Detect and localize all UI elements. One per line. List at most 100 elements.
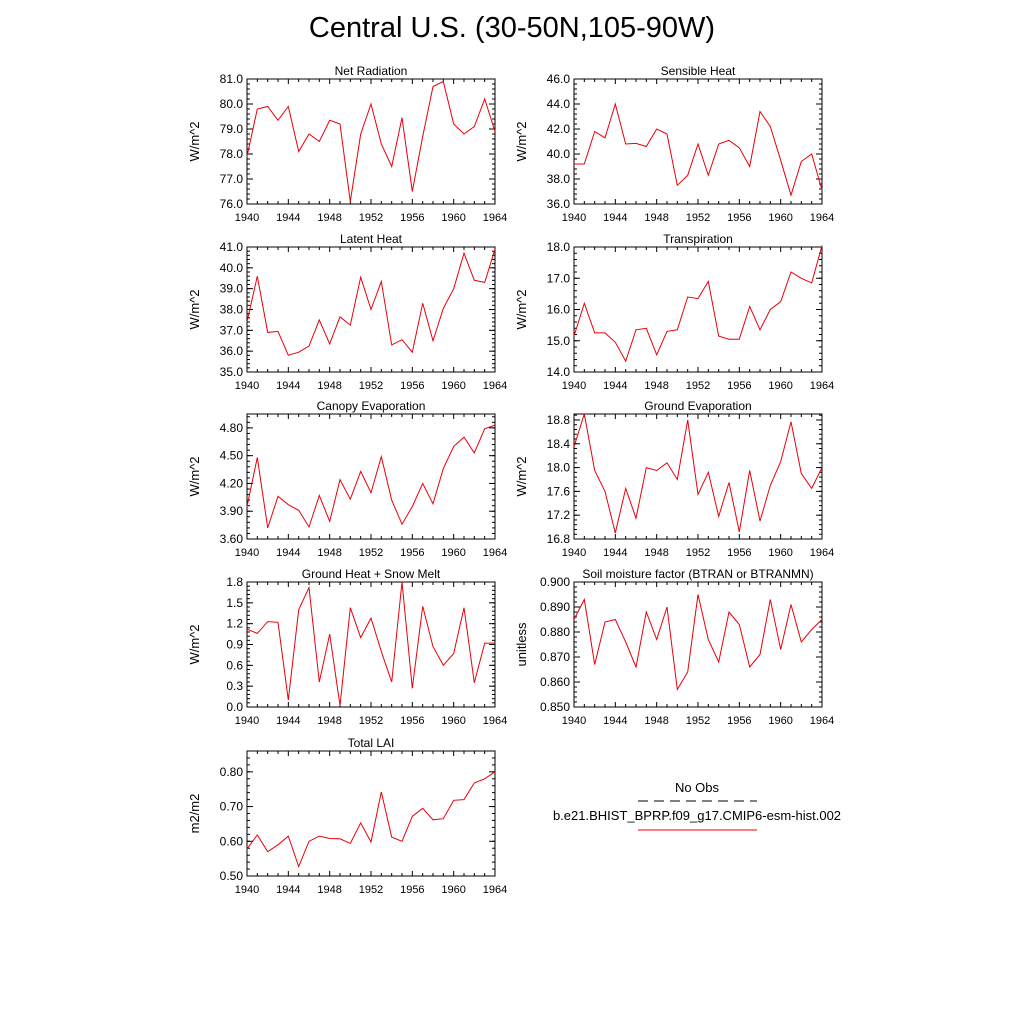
x-tick-label: 1944 <box>603 212 627 224</box>
x-tick-label: 1952 <box>686 380 710 392</box>
panel-title: Transpiration <box>663 232 733 246</box>
series-line <box>246 581 495 706</box>
x-tick-label: 1952 <box>359 380 383 392</box>
x-tick-label: 1952 <box>359 547 383 559</box>
y-tick-label: 0.880 <box>540 625 570 639</box>
y-tick-label: 1.5 <box>226 596 243 610</box>
x-tick-label: 1940 <box>235 884 259 896</box>
x-tick-label: 1960 <box>441 380 465 392</box>
page-title: Central U.S. (30-50N,105-90W) <box>308 12 716 44</box>
chart-panel-1: Net Radiation W/m^2 1940 1944 1948 1952 1956 19… <box>187 64 507 224</box>
x-tick-label: 1964 <box>483 212 507 224</box>
x-tick-label: 1940 <box>562 212 586 224</box>
plot-frame <box>573 413 823 540</box>
legend-obs-label: No Obs <box>675 780 720 795</box>
panel-title: Canopy Evaporation <box>317 399 426 413</box>
y-axis-label: W/m^2 <box>514 121 529 161</box>
y-tick-label: 76.0 <box>220 197 244 211</box>
x-tick-label: 1956 <box>727 547 751 559</box>
plot-frame <box>246 581 496 708</box>
y-tick-label: 0.50 <box>220 869 244 883</box>
plot-frame <box>246 750 496 877</box>
y-tick-label: 40.0 <box>547 147 571 161</box>
chart-panel-9: Total LAI m2/m2 1940 1944 1948 1952 1956 1960 19… <box>187 736 507 896</box>
x-tick-label: 1956 <box>400 212 424 224</box>
x-tick-label: 1940 <box>235 547 259 559</box>
y-tick-label: 77.0 <box>220 172 244 186</box>
y-tick-label: 0.6 <box>226 658 243 672</box>
x-tick-label: 1948 <box>317 715 341 727</box>
panel-title: Net Radiation <box>335 64 408 78</box>
y-tick-label: 3.90 <box>220 504 244 518</box>
panel-title: Ground Heat + Snow Melt <box>302 567 441 581</box>
y-tick-label: 4.20 <box>220 476 244 490</box>
y-axis-label: W/m^2 <box>187 456 202 496</box>
series-line <box>246 80 496 202</box>
y-tick-label: 39.0 <box>220 282 244 296</box>
x-tick-label: 1940 <box>562 547 586 559</box>
x-tick-label: 1956 <box>727 212 751 224</box>
x-tick-label: 1960 <box>441 212 465 224</box>
series-line <box>246 771 496 869</box>
y-tick-label: 4.80 <box>220 421 244 435</box>
y-tick-label: 0.850 <box>540 700 570 714</box>
chart-panel-4: Transpiration W/m^2 1940 1944 1948 1952 1956 19… <box>514 232 834 392</box>
y-tick-label: 0.60 <box>220 834 244 848</box>
y-axis-label: W/m^2 <box>187 289 202 329</box>
y-tick-label: 17.0 <box>547 271 571 285</box>
x-tick-label: 1960 <box>768 715 792 727</box>
y-tick-label: 36.0 <box>547 197 571 211</box>
x-tick-label: 1952 <box>359 212 383 224</box>
x-tick-label: 1956 <box>727 715 751 727</box>
y-tick-label: 17.6 <box>547 484 571 498</box>
y-tick-label: 42.0 <box>547 122 571 136</box>
x-tick-label: 1948 <box>644 212 668 224</box>
x-tick-label: 1952 <box>359 884 383 896</box>
x-tick-label: 1940 <box>562 380 586 392</box>
y-tick-label: 14.0 <box>547 365 571 379</box>
x-tick-label: 1964 <box>810 547 834 559</box>
x-tick-label: 1948 <box>317 380 341 392</box>
y-tick-label: 4.50 <box>220 449 244 463</box>
x-tick-label: 1956 <box>727 380 751 392</box>
y-tick-label: 81.0 <box>220 72 244 86</box>
y-tick-label: 1.2 <box>226 617 243 631</box>
series-line <box>573 245 823 363</box>
x-tick-label: 1944 <box>276 884 300 896</box>
y-tick-label: 16.0 <box>547 303 571 317</box>
y-axis-label: W/m^2 <box>187 121 202 161</box>
x-tick-label: 1960 <box>768 547 792 559</box>
x-tick-label: 1952 <box>359 715 383 727</box>
y-tick-label: 18.4 <box>547 437 571 451</box>
panel-title: Total LAI <box>348 736 395 750</box>
y-tick-label: 18.0 <box>547 461 571 475</box>
x-tick-label: 1964 <box>483 715 507 727</box>
x-tick-label: 1944 <box>603 715 627 727</box>
x-tick-label: 1964 <box>483 547 507 559</box>
plot-frame <box>573 246 823 373</box>
chart-panel-8: Soil moisture factor (BTRAN or BTRANMN) u… <box>514 567 834 727</box>
x-tick-label: 1964 <box>810 715 834 727</box>
x-tick-label: 1944 <box>276 547 300 559</box>
plot-frame <box>573 581 823 708</box>
x-tick-label: 1960 <box>768 212 792 224</box>
x-tick-label: 1960 <box>441 884 465 896</box>
y-axis-label: W/m^2 <box>187 624 202 664</box>
legend: No Obs b.e21.BHIST_BPRP.f09_g17.CMIP6-esm… <box>553 780 841 831</box>
x-tick-label: 1944 <box>603 380 627 392</box>
x-tick-label: 1948 <box>644 547 668 559</box>
series-line <box>574 102 823 197</box>
x-tick-label: 1964 <box>810 380 834 392</box>
x-tick-label: 1944 <box>603 547 627 559</box>
chart-panel-3: Latent Heat W/m^2 1940 1944 1948 1952 1956 1960… <box>187 232 507 392</box>
y-tick-label: 0.900 <box>540 575 570 589</box>
x-tick-label: 1952 <box>686 547 710 559</box>
y-axis-label: unitless <box>514 622 529 667</box>
y-tick-label: 0.0 <box>226 700 243 714</box>
x-tick-label: 1952 <box>686 212 710 224</box>
chart-panel-7: Ground Heat + Snow Melt W/m^2 1940 1944 1948… <box>187 567 507 727</box>
y-tick-label: 0.870 <box>540 650 570 664</box>
series-line <box>573 594 823 692</box>
y-axis-label: m2/m2 <box>187 794 202 834</box>
